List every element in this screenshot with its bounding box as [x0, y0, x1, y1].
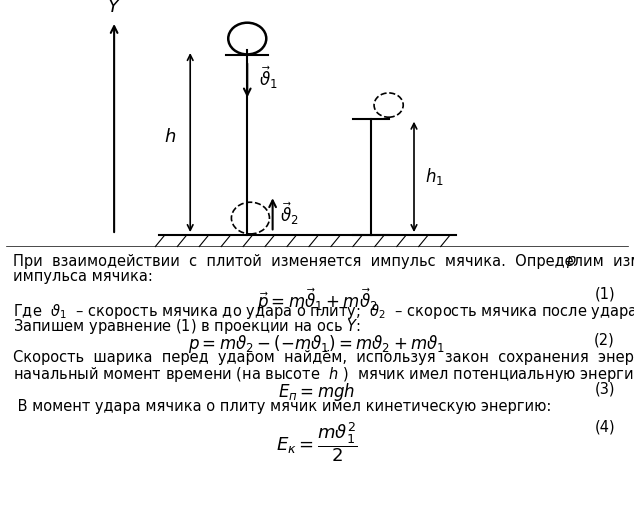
Text: (2): (2)	[594, 333, 615, 347]
Text: $\vec{\vartheta}_2$: $\vec{\vartheta}_2$	[280, 201, 299, 227]
Text: $E_п = mgh$: $E_п = mgh$	[278, 381, 356, 403]
Text: $E_{\kappa} = \dfrac{m\vartheta_1^2}{2}$: $E_{\kappa} = \dfrac{m\vartheta_1^2}{2}$	[276, 420, 358, 464]
Text: $\vec{p} = m\vec{\vartheta}_1 + m\vec{\vartheta}_2$: $\vec{p} = m\vec{\vartheta}_1 + m\vec{\v…	[257, 286, 377, 314]
Text: В момент удара мячика о плиту мячик имел кинетическую энергию:: В момент удара мячика о плиту мячик имел…	[13, 399, 551, 413]
Text: (4): (4)	[594, 420, 615, 435]
Text: $h$: $h$	[164, 128, 176, 146]
Text: (3): (3)	[595, 381, 615, 396]
Text: Скорость  шарика  перед  ударом  найдём,  используя  закон  сохранения  энергии.: Скорость шарика перед ударом найдём, исп…	[13, 350, 634, 364]
Text: Запишем уравнение (1) в проекции на ось $Y$:: Запишем уравнение (1) в проекции на ось …	[13, 317, 360, 336]
Text: $p$: $p$	[566, 254, 577, 270]
Text: начальный момент времени (на высоте  $h$ )  мячик имел потенциальную энергию:: начальный момент времени (на высоте $h$ …	[13, 365, 634, 384]
Text: Где  $\vartheta_1$  – скорость мячика до удара о плиту;  $\vartheta_2$  – скорос: Где $\vartheta_1$ – скорость мячика до у…	[13, 302, 634, 321]
Text: $h_1$: $h_1$	[425, 166, 444, 187]
Text: При  взаимодействии  с  плитой  изменяется  импульс  мячика.  Определим  изменен: При взаимодействии с плитой изменяется и…	[13, 254, 634, 269]
Text: $p = m\vartheta_2 - (-m\vartheta_1) = m\vartheta_2 + m\vartheta_1$: $p = m\vartheta_2 - (-m\vartheta_1) = m\…	[188, 333, 446, 355]
Text: $\vec{\vartheta}_1$: $\vec{\vartheta}_1$	[259, 64, 278, 91]
Text: $Y$: $Y$	[107, 0, 121, 16]
Text: импульса мячика:: импульса мячика:	[13, 269, 153, 284]
Text: (1): (1)	[594, 286, 615, 301]
